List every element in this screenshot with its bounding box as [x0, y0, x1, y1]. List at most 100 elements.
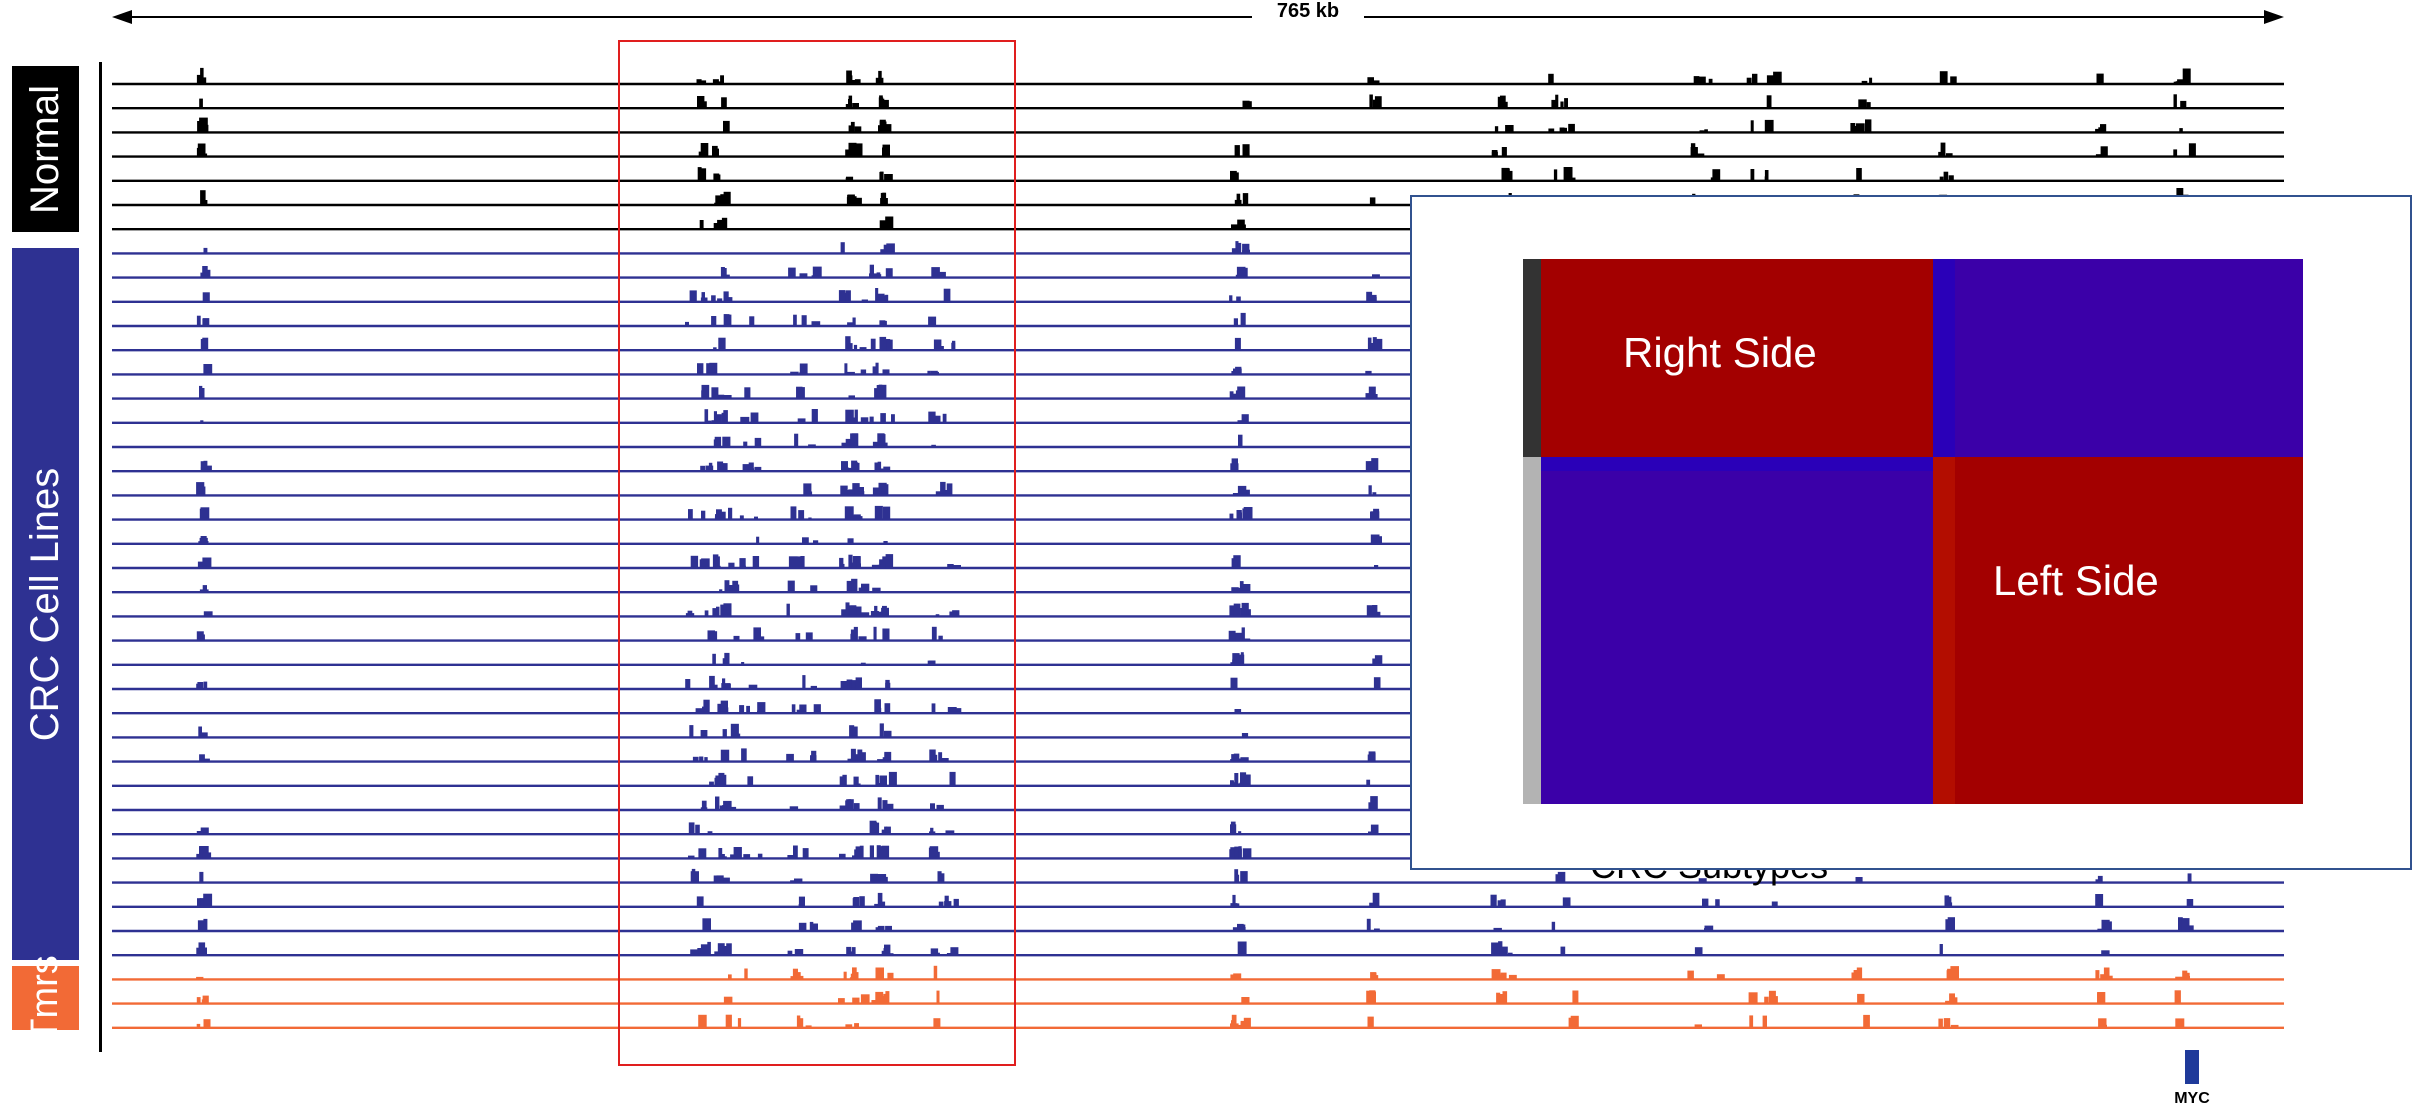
signal-peak: [876, 611, 883, 617]
signal-peak: [880, 563, 886, 568]
signal-peak: [1230, 677, 1238, 689]
signal-peak: [200, 67, 204, 84]
signal-peak: [883, 993, 888, 1004]
signal-peak: [1950, 966, 1959, 980]
signal-peak: [876, 385, 880, 399]
signal-peak: [1241, 774, 1251, 786]
signal-peak: [879, 171, 884, 181]
signal-peak: [850, 411, 854, 423]
signal-peak: [840, 242, 845, 254]
signal-peak: [1242, 250, 1248, 254]
signal-peak: [688, 855, 695, 859]
signal-peak: [852, 103, 859, 109]
signal-peak: [805, 1025, 812, 1028]
signal-peak: [790, 880, 796, 883]
signal-peak: [2095, 879, 2099, 883]
signal-peak: [928, 316, 937, 326]
signal-peak: [701, 390, 707, 399]
signal-peak: [872, 441, 881, 447]
signal-peak: [1234, 773, 1239, 786]
signal-peak: [870, 873, 878, 883]
signal-peak: [1368, 751, 1376, 762]
signal-peak: [839, 853, 846, 859]
signal-peak: [200, 461, 205, 472]
signal-peak: [1241, 414, 1249, 423]
signal-peak: [797, 556, 802, 568]
signal-peak: [798, 510, 805, 520]
signal-peak: [884, 944, 891, 956]
signal-peak: [877, 433, 885, 447]
signal-peak: [798, 904, 803, 907]
signal-peak: [879, 336, 887, 351]
signal-peak: [726, 943, 732, 956]
signal-peak: [733, 847, 742, 859]
signal-peak: [927, 370, 931, 375]
signal-peak: [1943, 171, 1949, 181]
signal-peak: [1234, 846, 1239, 859]
signal-peak: [707, 941, 711, 956]
signal-peak: [1243, 101, 1252, 109]
signal-peak: [875, 991, 884, 1004]
signal-peak: [933, 339, 942, 351]
signal-peak: [720, 700, 728, 714]
signal-peak: [884, 752, 888, 762]
signal-peak: [198, 541, 202, 544]
signal-peak: [707, 831, 713, 835]
signal-peak: [851, 680, 857, 689]
signal-peak: [1572, 177, 1576, 181]
track-tmrs-2: [112, 990, 2284, 1005]
signal-peak: [740, 416, 750, 423]
signal-peak: [727, 683, 731, 689]
signal-peak: [841, 461, 848, 472]
signal-peak: [1236, 510, 1242, 520]
signal-peak: [1857, 993, 1865, 1004]
signal-peak: [848, 125, 853, 133]
scale-left-arrow-icon: [112, 10, 132, 24]
signal-peak: [934, 418, 940, 423]
signal-peak: [842, 774, 847, 786]
signal-peak: [1771, 996, 1778, 1004]
signal-peak: [1500, 95, 1506, 109]
signal-peak: [786, 753, 794, 762]
signal-peak: [198, 726, 202, 738]
signal-peak: [847, 322, 853, 326]
signal-peak: [787, 580, 795, 593]
signal-peak: [722, 678, 726, 689]
signal-peak: [1236, 296, 1241, 302]
signal-peak: [723, 800, 732, 810]
scale-label: 765 kb: [1252, 0, 1364, 22]
signal-peak: [199, 589, 209, 593]
signal-peak: [841, 442, 850, 447]
signal-peak: [851, 578, 858, 593]
signal-peak: [1372, 658, 1379, 665]
signal-peak: [197, 143, 206, 157]
signal-peak: [1229, 513, 1234, 520]
signal-peak: [1856, 168, 1862, 181]
signal-peak: [1368, 343, 1377, 351]
signal-peak: [2182, 970, 2188, 980]
signal-peak: [936, 990, 940, 1004]
signal-peak: [858, 636, 867, 641]
signal-peak: [872, 587, 881, 593]
signal-peak: [695, 824, 700, 835]
signal-peak: [2175, 976, 2184, 980]
signal-peak: [197, 561, 203, 568]
signal-peak: [944, 895, 949, 907]
signal-peak: [843, 971, 847, 980]
signal-peak: [1491, 942, 1500, 956]
signal-peak: [1494, 126, 1499, 133]
signal-peak: [1856, 967, 1863, 980]
signal-peak: [944, 490, 951, 496]
signal-peak: [1698, 878, 1707, 883]
signal-peak: [2096, 73, 2104, 84]
signal-peak: [1230, 821, 1236, 835]
signal-peak: [199, 754, 205, 762]
signal-peak: [1869, 77, 1873, 84]
signal-peak: [802, 675, 806, 689]
signal-peak: [701, 510, 706, 520]
signal-peak: [197, 898, 201, 907]
signal-peak: [857, 749, 863, 762]
signal-peak: [1366, 605, 1373, 617]
signal-peak: [840, 485, 848, 496]
signal-peak: [1557, 871, 1566, 883]
